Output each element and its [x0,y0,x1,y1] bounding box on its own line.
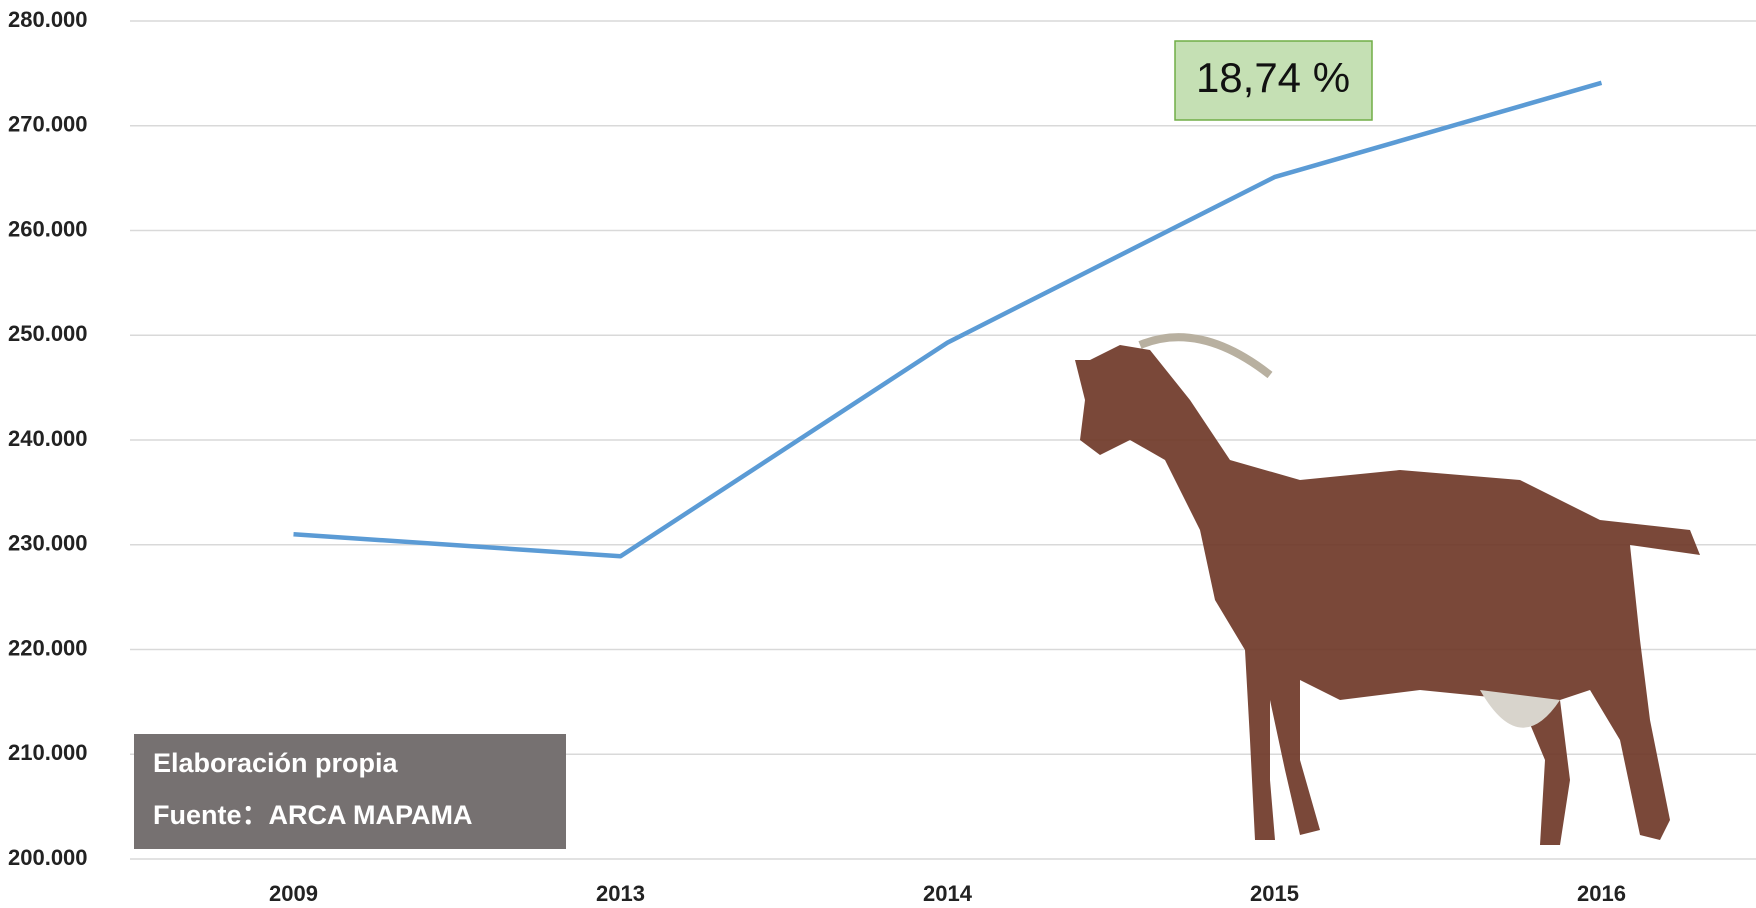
y-tick-label: 200.000 [8,845,88,870]
y-tick-label: 250.000 [8,321,88,346]
y-tick-label: 240.000 [8,426,88,451]
y-tick-label: 220.000 [8,635,88,660]
x-tick-label: 2013 [596,881,645,906]
x-tick-label: 2016 [1577,881,1626,906]
y-tick-label: 280.000 [8,7,88,32]
source-text: Elaboración propia [153,748,399,778]
x-tick-label: 2009 [269,881,318,906]
chart: 200.000 210.000 220.000 230.000 240.000 250.0… [0,0,1756,908]
page: {"chart_data": {"type": "line", "categor… [0,0,1756,908]
source-text: Fuente：ARCA MAPAMA [153,800,472,830]
annotation: 18,74 % [1175,41,1372,120]
source-box: Elaboración propia Fuente：ARCA MAPAMA [134,734,566,849]
x-tick-label: 2015 [1250,881,1299,906]
y-tick-label: 210.000 [8,740,88,765]
y-tick-label: 270.000 [8,112,88,137]
goat-illustration [1075,337,1700,845]
y-tick-label: 230.000 [8,531,88,556]
annotation-text: 18,74 % [1196,54,1350,101]
x-tick-label: 2014 [923,881,973,906]
y-tick-label: 260.000 [8,216,88,241]
